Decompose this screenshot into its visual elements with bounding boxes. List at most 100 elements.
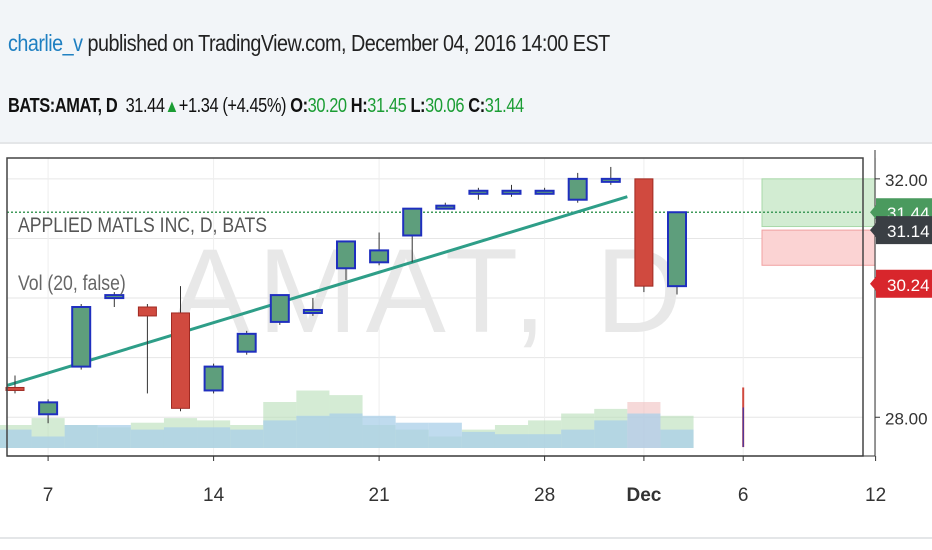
- low-value: 30.06: [425, 95, 465, 117]
- price-label-text: 30.24: [887, 276, 930, 295]
- candle-body-up: [203, 365, 224, 392]
- price-label-text: 31.14: [887, 222, 930, 241]
- volume-bar: [494, 434, 529, 448]
- candle-body-up: [402, 207, 423, 237]
- candle: [634, 178, 654, 293]
- candle: [667, 211, 687, 295]
- time-tick-label: 21: [369, 485, 390, 506]
- candle-body-up: [468, 189, 489, 195]
- candle: [402, 207, 423, 263]
- volume-bar: [561, 429, 595, 448]
- time-tick-label: 6: [738, 485, 749, 506]
- volume-bar: [395, 422, 429, 448]
- time-tick-label: 7: [43, 485, 54, 506]
- candle-body-up: [336, 240, 356, 270]
- chart-title: APPLIED MATLS INC, D, BATS: [18, 214, 267, 238]
- candle-body-up: [269, 294, 290, 323]
- price-label-pointer: [870, 205, 876, 220]
- volume-bar: [627, 413, 661, 448]
- candle: [435, 202, 456, 210]
- candle: [468, 187, 489, 200]
- candle: [302, 298, 323, 316]
- price-zones: [7, 178, 876, 266]
- volume-bar: [296, 415, 330, 448]
- candle-body-up: [369, 249, 390, 264]
- low-label: L:: [410, 95, 426, 117]
- candle: [171, 286, 190, 412]
- volume-bar: [64, 425, 98, 448]
- candle-body-up: [501, 189, 522, 195]
- candle: [534, 187, 555, 195]
- price-label-pointer: [870, 223, 876, 238]
- candle-body-down: [171, 312, 190, 409]
- price-label-box: [876, 216, 932, 245]
- candle: [269, 294, 290, 325]
- volume-bar: [594, 420, 628, 448]
- trend-lines: [6, 195, 628, 387]
- trendline: [6, 195, 628, 387]
- author-link[interactable]: charlie_v: [8, 30, 83, 56]
- candle: [5, 375, 25, 394]
- up-arrow-icon: ▲: [164, 96, 180, 116]
- quote-line: BATS:AMAT, D 31.44▲+1.34 (+4.45%) O:30.2…: [8, 95, 524, 118]
- time-tick-label: 12: [865, 485, 886, 506]
- candle-body-up: [38, 401, 59, 416]
- candle: [336, 240, 356, 281]
- candle: [567, 172, 588, 203]
- candle-body-down: [137, 306, 157, 317]
- volume-bar: [197, 427, 231, 448]
- volume-label: Vol (20, false): [18, 272, 126, 296]
- close-value: 31.44: [484, 95, 524, 117]
- volume-bar: [461, 431, 495, 448]
- volume-bar: [362, 415, 396, 448]
- time-tick-label: Dec: [626, 485, 661, 506]
- candle-body-up: [104, 294, 125, 300]
- volume-bar: [329, 413, 363, 448]
- candle-body-up: [534, 189, 555, 195]
- chart-header: charlie_v published on TradingView.com, …: [0, 0, 932, 142]
- price-change: +1.34 (+4.45%): [178, 95, 287, 117]
- candle: [137, 304, 157, 394]
- price-tick-label: 32.00: [885, 171, 928, 190]
- publish-line: charlie_v published on TradingView.com, …: [8, 30, 610, 57]
- candles: [5, 166, 687, 424]
- volume-bar: [660, 429, 694, 448]
- candle: [236, 330, 257, 355]
- open-value: 30.20: [307, 95, 347, 117]
- price-label-pointer: [870, 276, 876, 291]
- volume-bar: [528, 434, 562, 448]
- candle-body-down: [5, 386, 25, 391]
- candle-body-up: [71, 306, 92, 368]
- open-label: O:: [290, 95, 308, 117]
- volume-bar: [0, 429, 32, 448]
- price-tick-label: 28.00: [885, 409, 928, 428]
- candle: [501, 184, 522, 197]
- candle-body-up: [600, 177, 621, 183]
- high-label: H:: [350, 95, 368, 117]
- time-tick-label: 14: [203, 485, 225, 506]
- time-tick-label: 28: [534, 485, 555, 506]
- volume-bar: [31, 436, 65, 448]
- red-zone: [761, 229, 876, 266]
- symbol-label: BATS:AMAT, D: [8, 95, 118, 117]
- candle: [104, 292, 125, 307]
- candle: [600, 166, 621, 185]
- volume-bar: [428, 422, 462, 448]
- candle-body-down: [634, 178, 654, 287]
- candle-body-up: [567, 177, 588, 201]
- last-price: 31.44: [125, 95, 165, 117]
- candle-body-up: [435, 204, 456, 210]
- volume-bar: [230, 429, 264, 448]
- candle-body-up: [302, 308, 323, 314]
- candle: [71, 304, 92, 370]
- time-axis: 7 14 21 28 Dec 6 12: [43, 456, 886, 506]
- volume-bars: [0, 387, 745, 448]
- candle: [203, 363, 224, 394]
- green-zone: [761, 178, 876, 228]
- price-chart[interactable]: AMAT, D APPLIED MATLS INC, D, BATS Vol (…: [0, 142, 932, 550]
- volume-bar: [263, 420, 297, 448]
- price-label-box: [876, 269, 932, 298]
- candle: [38, 399, 59, 424]
- close-label: C:: [468, 95, 485, 117]
- volume-bar: [163, 427, 198, 448]
